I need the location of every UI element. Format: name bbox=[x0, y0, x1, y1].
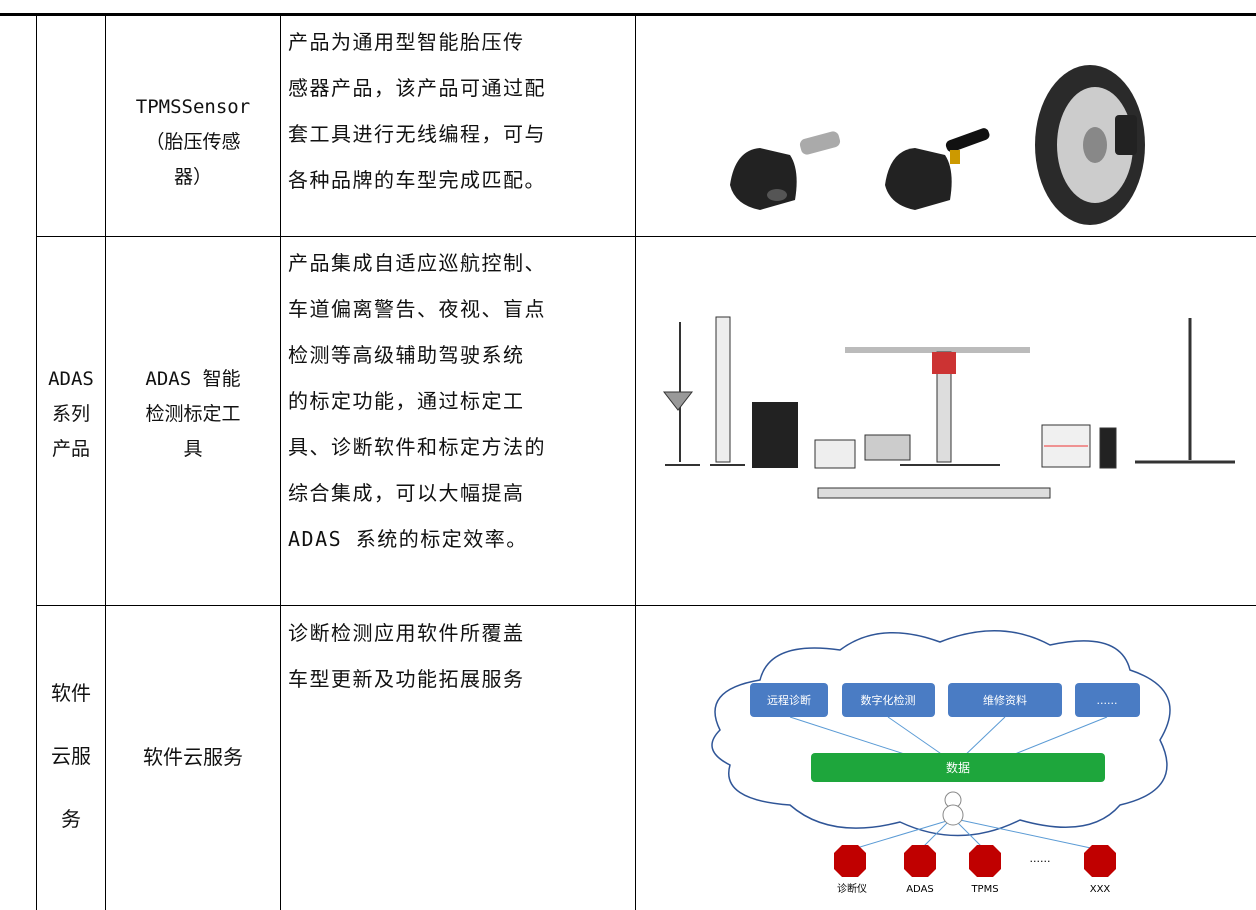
col-rule bbox=[280, 15, 281, 910]
cell: TPMSSensor （胎压传感 器） bbox=[106, 90, 280, 195]
cell: 软件 云服 务 bbox=[37, 662, 105, 851]
text-line: 务 bbox=[61, 807, 81, 831]
cell: 产品集成自适应巡航控制、 车道偏离警告、夜视、盲点 检测等高级辅助驾驶系统 的标… bbox=[288, 240, 633, 562]
text-line: ADAS 系统的标定效率。 bbox=[288, 527, 528, 551]
tpms-photo bbox=[730, 65, 1145, 225]
text-line: ADAS bbox=[48, 368, 94, 390]
device-label: 诊断仪 bbox=[837, 882, 867, 895]
cell: 软件云服务 bbox=[106, 740, 280, 775]
text-line: 套工具进行无线编程，可与 bbox=[288, 122, 546, 146]
cell: 诊断检测应用软件所覆盖 车型更新及功能拓展服务 bbox=[288, 610, 633, 702]
service-label: 维修资料 bbox=[983, 693, 1027, 707]
text-line: 具、诊断软件和标定方法的 bbox=[288, 435, 546, 459]
data-label: 数据 bbox=[946, 760, 970, 775]
text-line: 系列 bbox=[51, 403, 90, 425]
service-label: 远程诊断 bbox=[767, 693, 811, 707]
text-line: TPMSSensor bbox=[135, 96, 251, 118]
text-line: 软件 bbox=[51, 681, 91, 705]
text-line: 各种品牌的车型完成匹配。 bbox=[288, 168, 546, 192]
device-label: TPMS bbox=[970, 884, 998, 895]
col-rule bbox=[105, 15, 106, 910]
text-line: 检测等高级辅助驾驶系统 bbox=[288, 343, 525, 367]
row-rule bbox=[36, 605, 1256, 606]
top-rule bbox=[0, 13, 1256, 16]
text-line: 的标定功能，通过标定工 bbox=[288, 389, 525, 413]
text-line: 诊断检测应用软件所覆盖 bbox=[288, 621, 525, 645]
text-line: 产品 bbox=[51, 438, 90, 460]
text-line: 云服 bbox=[51, 744, 91, 768]
service-label: 数字化检测 bbox=[861, 693, 916, 707]
text-line: 检测标定工 bbox=[145, 403, 241, 425]
text-line: 综合集成，可以大幅提高 bbox=[288, 481, 525, 505]
text-line: 产品为通用型智能胎压传 bbox=[288, 30, 525, 54]
text-line: 具 bbox=[183, 438, 203, 460]
text-line: 产品集成自适应巡航控制、 bbox=[288, 251, 546, 275]
col-rule bbox=[635, 15, 636, 910]
text-line: 器） bbox=[173, 166, 212, 188]
adas-photo bbox=[662, 316, 1235, 499]
more-label: ...... bbox=[1030, 852, 1051, 865]
row-rule bbox=[36, 236, 1256, 237]
cell: 产品为通用型智能胎压传 感器产品，该产品可通过配 套工具进行无线编程，可与 各种… bbox=[288, 19, 633, 203]
col-rule bbox=[36, 15, 37, 910]
cloud-diagram: 远程诊断 数字化检测 维修资料 ...... 数据 诊断仪 ADAS TPMS … bbox=[711, 629, 1171, 895]
text-line: 感器产品，该产品可通过配 bbox=[288, 76, 546, 100]
device-label: ADAS bbox=[906, 884, 934, 895]
text-line: 软件云服务 bbox=[143, 745, 243, 769]
text-line: 车道偏离警告、夜视、盲点 bbox=[288, 297, 546, 321]
cell: ADAS 智能 检测标定工 具 bbox=[106, 362, 280, 467]
text-line: ADAS 智能 bbox=[145, 368, 241, 390]
device-label: XXX bbox=[1090, 884, 1111, 895]
text-line: 车型更新及功能拓展服务 bbox=[288, 667, 525, 691]
text-line: （胎压传感 bbox=[145, 131, 241, 153]
cell: ADAS 系列 产品 bbox=[37, 362, 105, 467]
service-label: ...... bbox=[1097, 694, 1118, 707]
